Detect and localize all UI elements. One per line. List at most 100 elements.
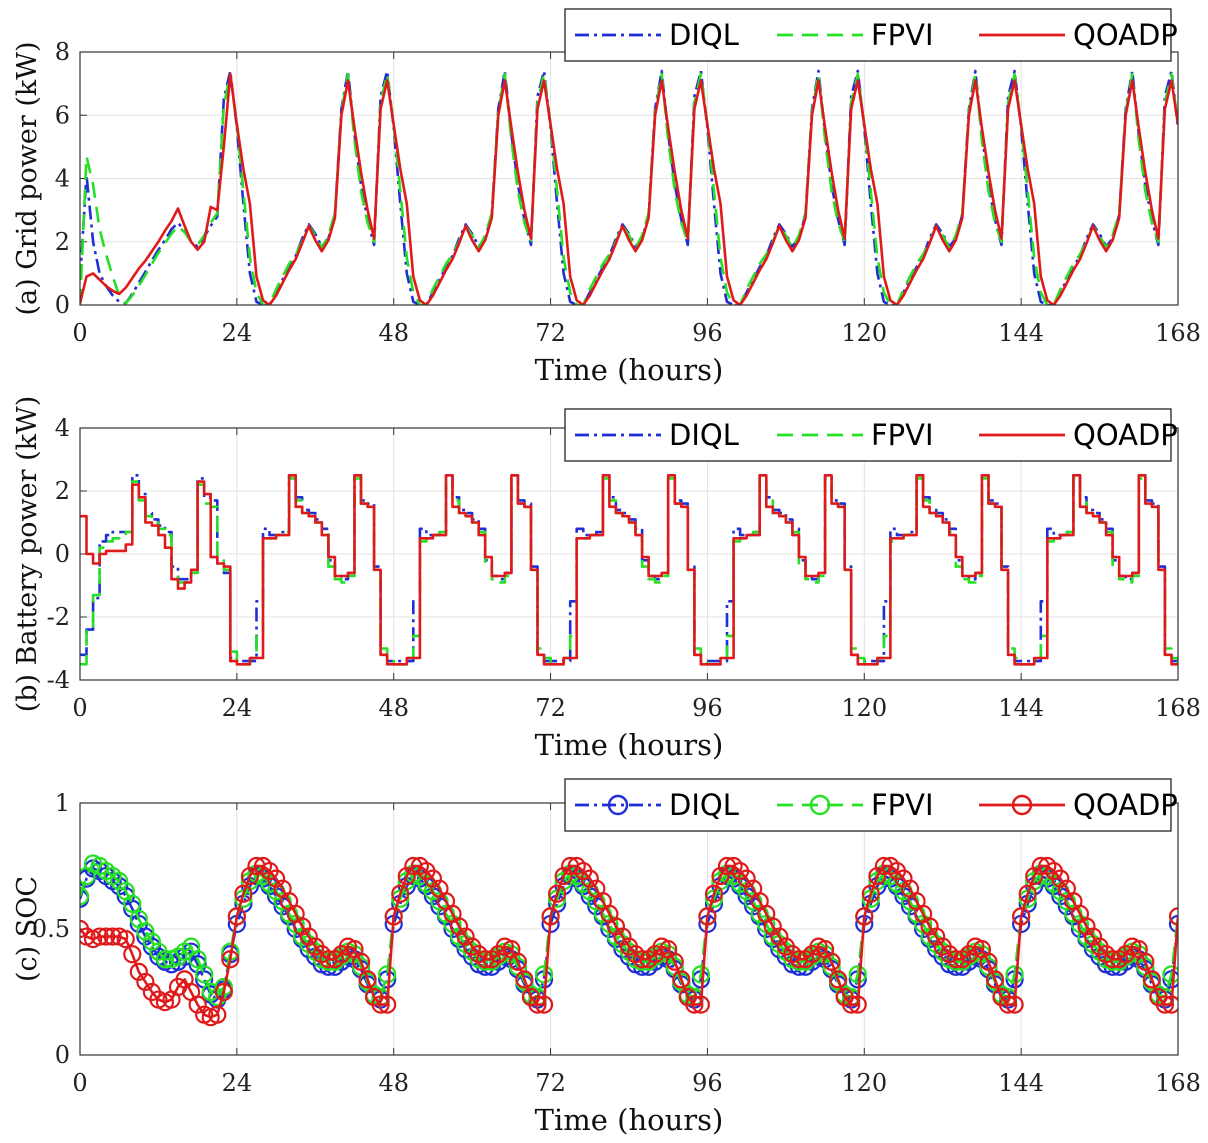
- x-tick-label: 168: [1155, 1069, 1201, 1097]
- x-tick-label: 0: [72, 1069, 87, 1097]
- x-tick-label: 48: [378, 319, 409, 347]
- legend-label-qoadp: QOADP: [1073, 18, 1178, 52]
- marker-qoadp: [541, 907, 560, 926]
- series-line-diql: [80, 69, 1178, 305]
- marker-qoadp: [508, 952, 527, 971]
- marker-qoadp: [391, 884, 410, 903]
- marker-qoadp: [861, 884, 880, 903]
- legend-marker-diql: [607, 794, 629, 816]
- marker-fpvi: [534, 965, 554, 984]
- x-axis-label: Time (hours): [535, 728, 724, 762]
- marker-diql: [123, 899, 142, 918]
- marker-qoadp: [1025, 866, 1044, 886]
- legend-label-fpvi: FPVI: [871, 788, 934, 822]
- marker-qoadp: [770, 927, 789, 946]
- marker-qoadp: [665, 952, 684, 971]
- marker-qoadp: [371, 995, 390, 1014]
- marker-fpvi: [1005, 965, 1024, 984]
- series-line-diql: [80, 474, 1178, 663]
- x-tick-label: 0: [72, 694, 87, 722]
- legend-marker-fpvi: [809, 794, 831, 816]
- marker-qoadp: [1005, 995, 1024, 1014]
- marker-qoadp: [515, 970, 534, 989]
- marker-qoadp: [894, 869, 913, 888]
- marker-qoadp: [97, 927, 116, 946]
- marker-fpvi: [848, 965, 867, 984]
- marker-qoadp: [240, 866, 260, 886]
- series-line-qoadp: [80, 474, 1178, 666]
- marker-qoadp: [829, 970, 848, 989]
- x-tick-label: 168: [1155, 694, 1201, 722]
- marker-fpvi: [691, 965, 710, 984]
- legend-label-qoadp: QOADP: [1073, 418, 1178, 452]
- x-tick-label: 120: [841, 694, 887, 722]
- marker-qoadp: [737, 869, 756, 888]
- series-line-fpvi: [80, 72, 1178, 305]
- marker-qoadp: [136, 972, 155, 992]
- x-tick-label: 144: [998, 1069, 1044, 1097]
- y-tick-label: 1: [55, 789, 70, 817]
- series-line-fpvi: [80, 477, 1178, 666]
- legend-box: [564, 778, 1172, 832]
- series-group: [80, 69, 1178, 305]
- y-tick-label: 6: [55, 101, 70, 129]
- marker-fpvi: [155, 950, 175, 969]
- x-tick-label: 120: [841, 1069, 887, 1097]
- marker-qoadp: [358, 970, 377, 989]
- x-tick-label: 96: [692, 319, 723, 347]
- marker-qoadp: [927, 927, 946, 946]
- marker-qoadp: [685, 995, 704, 1014]
- marker-fpvi: [123, 894, 142, 913]
- marker-fpvi: [195, 965, 214, 984]
- marker-qoadp: [672, 970, 691, 989]
- marker-qoadp: [1162, 995, 1178, 1014]
- marker-qoadp: [1051, 869, 1070, 888]
- marker-qoadp: [456, 927, 475, 946]
- marker-fpvi: [80, 887, 90, 906]
- marker-qoadp: [234, 884, 253, 903]
- marker-qoadp: [855, 907, 874, 926]
- marker-qoadp: [1083, 927, 1103, 946]
- marker-qoadp: [691, 995, 710, 1014]
- marker-qoadp: [266, 869, 286, 888]
- marker-qoadp: [920, 917, 939, 936]
- marker-qoadp: [554, 866, 573, 886]
- marker-qoadp: [1142, 970, 1161, 989]
- marker-qoadp: [129, 962, 148, 981]
- x-tick-label: 48: [378, 694, 409, 722]
- x-tick-label: 48: [378, 1069, 409, 1097]
- marker-qoadp: [116, 929, 135, 949]
- marker-qoadp: [423, 869, 443, 888]
- marker-fpvi: [436, 904, 456, 923]
- legend: DIQL FPVI QOADP: [564, 778, 1178, 832]
- marker-qoadp: [822, 952, 841, 971]
- marker-qoadp: [979, 952, 998, 971]
- x-tick-label: 24: [222, 694, 253, 722]
- y-tick-label: 8: [55, 38, 70, 66]
- marker-qoadp: [103, 927, 122, 946]
- x-tick-label: 72: [535, 319, 566, 347]
- marker-qoadp: [848, 995, 867, 1014]
- marker-qoadp: [351, 952, 371, 971]
- legend: DIQL FPVI QOADP: [564, 8, 1178, 62]
- marker-fpvi: [378, 965, 397, 984]
- marker-fpvi: [188, 950, 207, 969]
- y-tick-label: -4: [47, 666, 70, 694]
- y-tick-label: -2: [47, 603, 70, 631]
- y-tick-label: 0: [55, 540, 70, 568]
- legend-label-fpvi: FPVI: [871, 418, 934, 452]
- marker-qoadp: [397, 866, 416, 886]
- marker-qoadp: [606, 917, 626, 936]
- y-tick-label: 4: [55, 414, 70, 442]
- legend-box: [564, 8, 1172, 62]
- x-tick-label: 72: [535, 694, 566, 722]
- series-line-qoadp: [80, 72, 1178, 305]
- marker-qoadp: [384, 907, 403, 926]
- marker-qoadp: [528, 995, 547, 1014]
- y-tick-label: 2: [55, 477, 70, 505]
- marker-qoadp: [90, 927, 109, 946]
- legend-label-fpvi: FPVI: [871, 18, 934, 52]
- marker-qoadp: [1168, 907, 1178, 926]
